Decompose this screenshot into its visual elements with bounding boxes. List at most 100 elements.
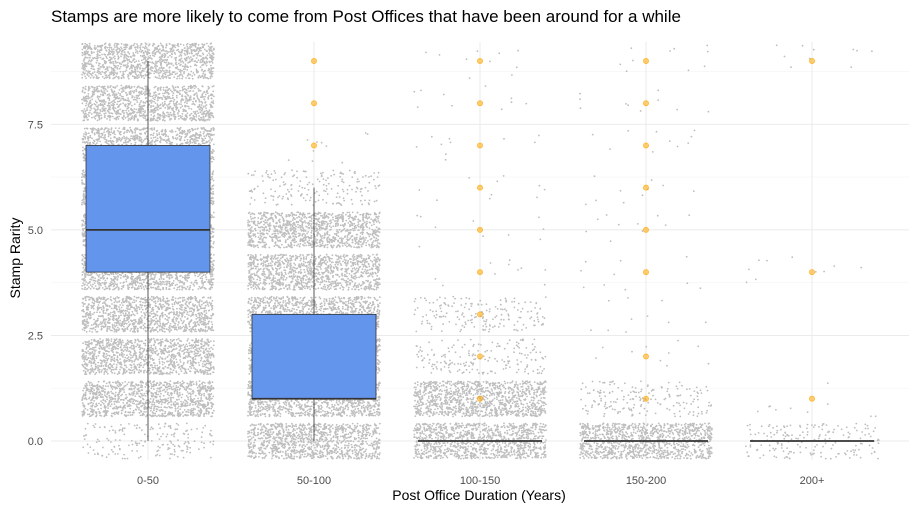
jitter-point bbox=[182, 456, 185, 459]
jitter-point bbox=[136, 338, 139, 341]
jitter-point bbox=[137, 296, 140, 299]
jitter-point bbox=[194, 358, 197, 360]
jitter-point bbox=[116, 308, 119, 311]
jitter-point bbox=[149, 414, 151, 416]
jitter-point bbox=[178, 388, 181, 391]
jitter-point bbox=[172, 311, 175, 314]
jitter-point bbox=[170, 276, 173, 279]
jitter-point bbox=[150, 286, 153, 289]
jitter-point bbox=[113, 359, 115, 362]
jitter-point bbox=[148, 339, 151, 342]
jitter-point bbox=[102, 398, 105, 401]
jitter-point bbox=[197, 309, 200, 312]
jitter-point bbox=[99, 392, 102, 395]
jitter-point bbox=[148, 406, 150, 409]
jitter-point bbox=[144, 339, 147, 342]
jitter-point bbox=[123, 325, 125, 328]
jitter-point bbox=[203, 310, 206, 312]
jitter-point bbox=[164, 345, 167, 348]
jitter-point bbox=[210, 265, 213, 268]
jitter-point bbox=[185, 326, 188, 329]
jitter-point bbox=[173, 392, 176, 394]
jitter-point bbox=[193, 353, 196, 355]
jitter-point bbox=[138, 412, 141, 414]
jitter-point bbox=[207, 350, 209, 353]
jitter-point bbox=[98, 274, 101, 276]
jitter-point bbox=[94, 405, 96, 408]
jitter-point bbox=[154, 346, 157, 348]
jitter-point bbox=[125, 280, 128, 283]
jitter-point bbox=[95, 371, 98, 374]
jitter-point bbox=[84, 367, 87, 369]
jitter-point bbox=[152, 308, 155, 311]
jitter-point bbox=[83, 268, 86, 271]
jitter-point bbox=[153, 380, 156, 383]
jitter-point bbox=[138, 426, 141, 429]
jitter-point bbox=[188, 307, 191, 310]
jitter-point bbox=[150, 440, 153, 442]
jitter-point bbox=[102, 325, 104, 327]
jitter-point bbox=[87, 274, 90, 276]
jitter-point bbox=[205, 348, 208, 351]
jitter-point bbox=[85, 288, 87, 291]
jitter-point bbox=[186, 304, 189, 307]
jitter-point bbox=[194, 352, 197, 354]
jitter-point bbox=[198, 364, 201, 366]
jitter-point bbox=[153, 283, 156, 286]
jitter-point bbox=[157, 283, 160, 286]
jitter-point bbox=[200, 272, 202, 275]
jitter-point bbox=[119, 304, 122, 306]
jitter-point bbox=[92, 413, 95, 416]
jitter-point bbox=[114, 318, 117, 321]
jitter-point bbox=[124, 356, 127, 359]
jitter-point bbox=[112, 381, 114, 384]
jitter-point bbox=[110, 360, 112, 362]
jitter-point bbox=[150, 310, 153, 313]
jitter-point bbox=[167, 347, 169, 350]
jitter-point bbox=[127, 444, 130, 447]
jitter-point bbox=[136, 405, 138, 408]
jitter-point bbox=[83, 405, 86, 407]
jitter-point bbox=[206, 367, 209, 369]
jitter-point bbox=[101, 369, 103, 371]
jitter-point bbox=[124, 457, 126, 460]
jitter-point bbox=[140, 402, 142, 404]
jitter-point bbox=[189, 395, 192, 398]
jitter-point bbox=[159, 280, 162, 283]
jitter-point bbox=[151, 415, 153, 417]
jitter-point bbox=[85, 355, 87, 357]
jitter-point bbox=[207, 360, 210, 362]
jitter-point bbox=[194, 323, 197, 326]
jitter-point bbox=[88, 345, 90, 348]
jitter-point bbox=[203, 406, 206, 409]
jitter-point bbox=[116, 355, 119, 357]
jitter-point bbox=[198, 400, 201, 402]
jitter-point bbox=[98, 352, 101, 355]
jitter-point bbox=[119, 346, 122, 348]
jitter-point bbox=[161, 363, 164, 366]
jitter-point bbox=[136, 307, 138, 310]
jitter-point bbox=[122, 372, 125, 375]
jitter-point bbox=[165, 400, 168, 402]
jitter-point bbox=[211, 348, 214, 350]
jitter-point bbox=[180, 303, 183, 306]
jitter-point bbox=[169, 273, 171, 276]
jitter-point bbox=[131, 369, 134, 372]
jitter-point bbox=[177, 297, 180, 300]
jitter-point bbox=[99, 323, 101, 326]
jitter-point bbox=[189, 359, 192, 362]
jitter-point bbox=[106, 437, 108, 440]
jitter-point bbox=[157, 393, 160, 396]
jitter-point bbox=[138, 369, 141, 371]
jitter-point bbox=[164, 283, 166, 286]
jitter-point bbox=[190, 330, 193, 333]
jitter-point bbox=[208, 282, 211, 285]
jitter-point bbox=[91, 285, 93, 288]
jitter-point bbox=[122, 282, 125, 284]
jitter-point bbox=[165, 338, 168, 340]
jitter-point bbox=[156, 319, 159, 322]
jitter-point bbox=[156, 390, 158, 392]
jitter-point bbox=[107, 385, 109, 388]
jitter-point bbox=[102, 384, 105, 387]
jitter-point bbox=[111, 358, 114, 361]
